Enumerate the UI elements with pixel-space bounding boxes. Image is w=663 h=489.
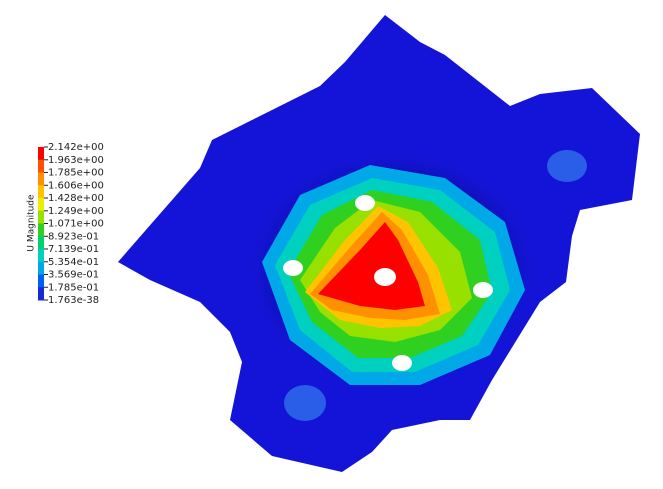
colorbar-tick-label: 1.963e+00 [48, 155, 104, 166]
colorbar-band [38, 185, 44, 199]
colorbar-tick-label: 3.569e-01 [48, 270, 99, 281]
colorbar-band [38, 198, 44, 212]
colorbar-tick-label: 5.354e-01 [48, 257, 99, 268]
colorbar-tick-label: 1.763e-38 [48, 295, 99, 306]
colorbar-band [38, 223, 44, 237]
colorbar-title: U Magnitude [27, 194, 37, 252]
colorbar-tick-label: 1.428e+00 [48, 193, 104, 204]
colorbar-tick-label: 7.139e-01 [48, 244, 99, 255]
colorbar: 2.142e+00 1.963e+00 1.785e+001.606e+00 1.42… [38, 142, 104, 306]
colorbar-band [38, 287, 44, 301]
plate-model [118, 15, 640, 472]
colorbar-band [38, 249, 44, 263]
colorbar-tick-label: 8.923e-01 [48, 231, 99, 242]
colorbar-tick-label: 2.142e+00 [48, 142, 104, 153]
colorbar-tick-label: 1.785e-01 [48, 282, 99, 293]
colorbar-tick-label: 1.606e+00 [48, 180, 104, 191]
colorbar-band [38, 274, 44, 288]
colorbar-tick-label: 1.071e+00 [48, 219, 104, 230]
colorbar-band [38, 236, 44, 250]
colorbar-band [38, 261, 44, 275]
colorbar-band [38, 147, 44, 161]
colorbar-band [38, 159, 44, 173]
colorbar-band [38, 210, 44, 224]
colorbar-tick-label: 1.249e+00 [48, 206, 104, 217]
colorbar-tick-label: 1.785e+00 [48, 168, 104, 179]
colorbar-band [38, 172, 44, 186]
